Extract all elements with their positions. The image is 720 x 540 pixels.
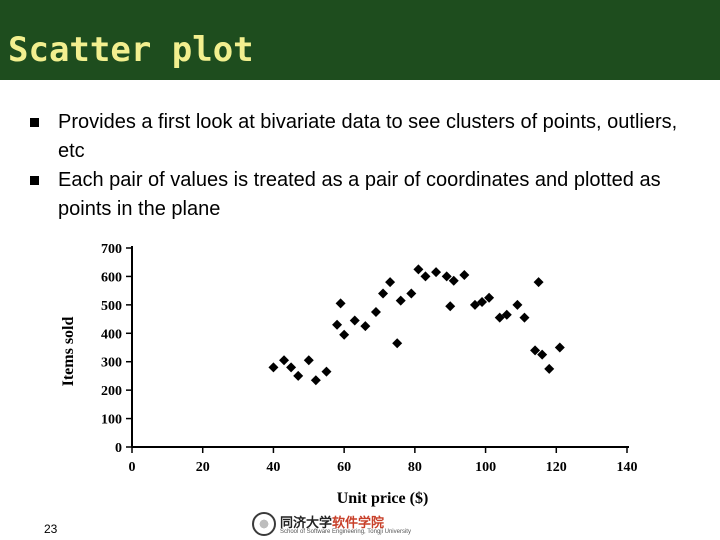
x-tick-label: 120: [546, 460, 567, 475]
scatter-plot-svg: 0 100 200 300 400 500 600 700 0 20 40 60 80 100 120 140…: [60, 242, 638, 507]
x-tick-label: 40: [266, 460, 280, 475]
scatter-point: [268, 362, 279, 373]
scatter-point: [385, 277, 396, 288]
slide-title: Scatter plot: [8, 30, 254, 70]
y-tick-label: 300: [101, 356, 122, 371]
logo-university-name: 同济大学: [280, 516, 333, 531]
y-tick-label: 200: [101, 384, 122, 399]
scatter-point: [494, 312, 505, 323]
y-tick-label: 600: [101, 270, 122, 285]
scatter-point: [537, 349, 548, 360]
scatter-point: [420, 271, 431, 282]
scatter-point: [554, 342, 565, 353]
scatter-point: [431, 267, 442, 278]
x-tick-label: 20: [196, 460, 210, 475]
scatter-point: [544, 363, 555, 374]
scatter-point: [448, 275, 459, 286]
square-bullet-icon: [30, 118, 39, 127]
x-axis-label: Unit price ($): [337, 490, 429, 507]
seal-icon: [252, 512, 276, 536]
scatter-point: [392, 338, 403, 349]
scatter-point: [477, 297, 488, 308]
y-axis-label: Items sold: [60, 317, 77, 387]
scatter-point: [395, 295, 406, 306]
y-tick-label: 700: [101, 242, 122, 257]
x-tick-label: 0: [129, 460, 136, 475]
x-tick-label: 140: [617, 460, 638, 475]
scatter-point: [530, 345, 541, 356]
logo-school-name: 软件学院: [332, 516, 385, 531]
scatter-point: [512, 299, 523, 310]
x-tick-label: 60: [337, 460, 351, 475]
scatter-point: [332, 319, 343, 330]
y-tick-label: 500: [101, 299, 122, 314]
x-tick-label: 100: [475, 460, 496, 475]
scatter-point: [406, 288, 417, 299]
scatter-point: [279, 355, 290, 366]
x-tick-label: 80: [408, 460, 422, 475]
scatter-point: [335, 298, 346, 309]
bullet-item: Each pair of values is treated as a pair…: [30, 166, 700, 224]
y-tick-label: 100: [101, 413, 122, 428]
scatter-point: [533, 277, 544, 288]
scatter-point: [310, 375, 321, 386]
scatter-point: [445, 301, 456, 312]
bullet-text: Each pair of values is treated as a pair…: [58, 169, 661, 220]
university-logo: 同济大学软件学院 School of Software Engineering,…: [252, 512, 412, 538]
scatter-point: [286, 362, 297, 373]
page-number: 23: [44, 522, 58, 536]
bullet-list: Provides a first look at bivariate data …: [30, 108, 700, 224]
scatter-point: [501, 309, 512, 320]
title-bar: Scatter plot: [0, 0, 720, 80]
scatter-point: [484, 292, 495, 303]
scatter-point: [378, 288, 389, 299]
square-bullet-icon: [30, 176, 39, 185]
scatter-point: [459, 270, 470, 281]
scatter-point: [321, 366, 332, 377]
y-tick-label: 0: [115, 441, 122, 456]
scatter-point: [293, 370, 304, 381]
scatter-point: [339, 329, 350, 340]
logo-text-cn: 同济大学软件学院: [280, 512, 384, 531]
scatter-point: [413, 264, 424, 275]
scatter-point: [441, 271, 452, 282]
scatter-point: [370, 306, 381, 317]
bullet-text: Provides a first look at bivariate data …: [58, 111, 678, 162]
y-tick-label: 400: [101, 327, 122, 342]
bullet-item: Provides a first look at bivariate data …: [30, 108, 700, 166]
scatter-point: [519, 312, 530, 323]
logo-text-en: School of Software Engineering, Tongji U…: [280, 529, 411, 535]
scatter-point: [360, 321, 371, 332]
scatter-point: [303, 355, 314, 366]
scatter-chart: 0 100 200 300 400 500 600 700 0 20 40 60 80 100 120 140…: [0, 235, 720, 515]
scatter-point: [349, 315, 360, 326]
